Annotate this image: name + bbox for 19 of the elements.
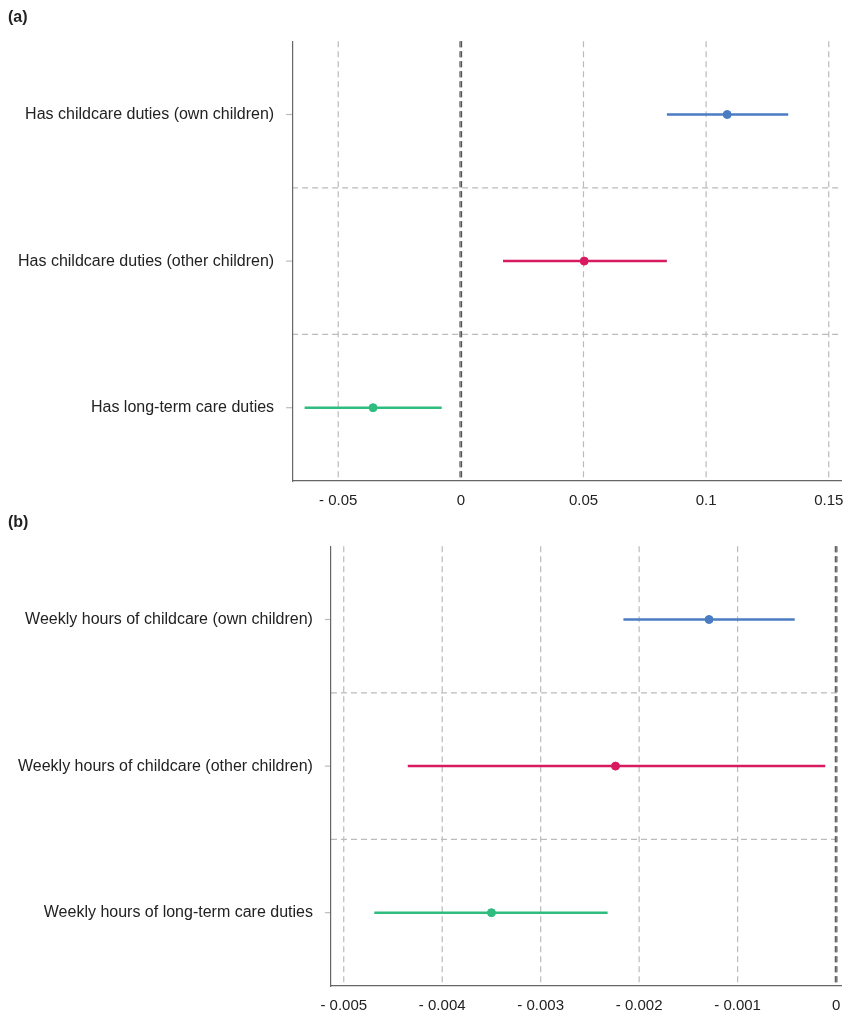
x-tick-label: - 0.005: [320, 996, 368, 1014]
y-tick-label: Has long-term care duties: [90, 398, 275, 416]
x-tick-label: - 0.002: [615, 996, 663, 1014]
text: (b): [8, 513, 29, 531]
x-tick-label: - 0.004: [418, 996, 466, 1014]
x-tick-label: 0.1: [695, 491, 717, 509]
y-tick-label: Has childcare duties (own children): [25, 104, 275, 122]
x-tick-label: 0.15: [814, 491, 844, 509]
y-tick-label: Weekly hours of childcare (own children): [25, 609, 313, 627]
x-tick-label: 0.05: [568, 491, 599, 509]
x-tick-label: 0: [831, 996, 841, 1014]
y-tick-label: Weekly hours of childcare (other children): [17, 756, 313, 774]
x-tick-label: - 0.003: [517, 996, 565, 1014]
x-tick-label: - 0.001: [714, 996, 761, 1014]
y-tick-label: Weekly hours of long-term care duties: [43, 903, 313, 921]
y-tick-label: Has childcare duties (other children): [17, 251, 275, 269]
text: (a): [8, 8, 28, 26]
x-tick-label: - 0.05: [319, 491, 358, 509]
x-tick-label: 0: [456, 491, 466, 509]
